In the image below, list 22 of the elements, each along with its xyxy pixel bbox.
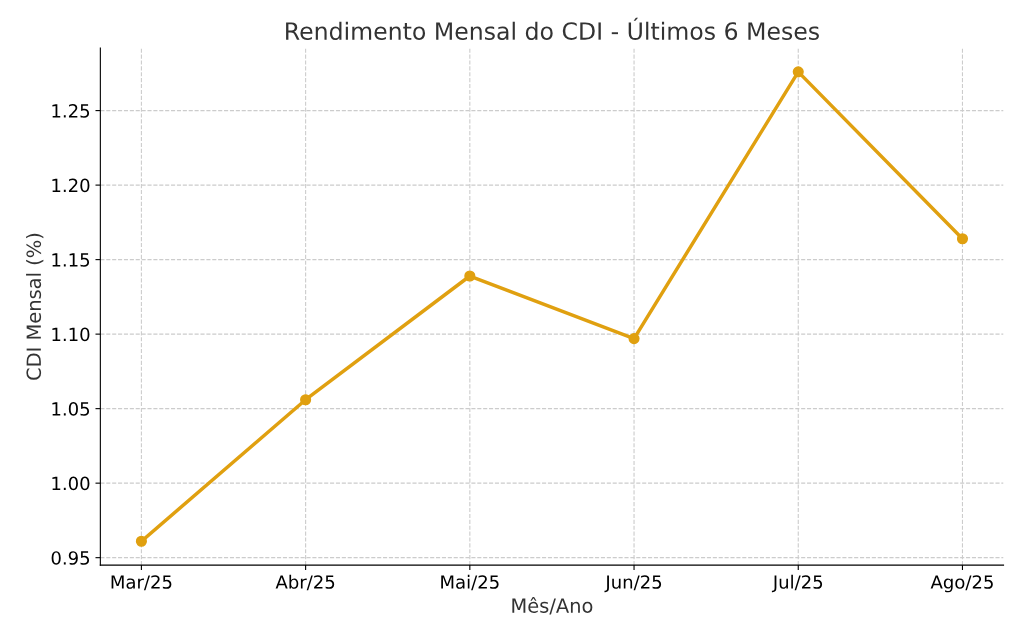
point — [464, 270, 476, 282]
chart-title: Rendimento Mensal do CDI - Últimos 6 Meses — [286, 17, 819, 40]
y-tick-label: 1.10 — [52, 327, 90, 342]
y-tick-label: 1.05 — [52, 402, 90, 416]
x-tick-label: Jun/25 — [604, 575, 662, 593]
point — [135, 535, 147, 547]
x-tick-label: Mar/25 — [111, 575, 172, 591]
y-tick-label: 1.20 — [52, 178, 90, 193]
point — [300, 394, 312, 406]
y-tick-label: 1.00 — [52, 476, 90, 491]
x-axis-title: Mês/Ano — [512, 597, 593, 615]
x-tick-label: Jul/25 — [771, 574, 823, 593]
y-axis-title: CDI Mensal (%) — [26, 233, 44, 380]
point — [792, 66, 804, 78]
x-tick-label: Mai/25 — [441, 574, 499, 591]
y-tick-label: 0.95 — [51, 551, 90, 565]
x-tick-label: Abr/25 — [275, 574, 335, 591]
point — [628, 333, 640, 345]
y-tick-label: 1.25 — [52, 104, 90, 118]
x-tick-label: Ago/25 — [930, 575, 993, 593]
point — [956, 233, 969, 245]
y-tick-label: 1.15 — [52, 253, 90, 267]
